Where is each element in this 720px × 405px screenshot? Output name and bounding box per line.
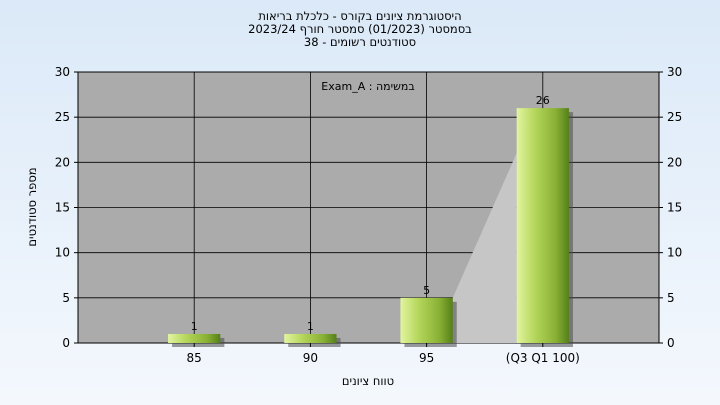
y-tick-label-right: 10 <box>667 246 682 260</box>
bar <box>400 297 453 343</box>
y-tick-label-left: 20 <box>55 155 70 169</box>
x-axis-title: טווח ציונים <box>342 374 394 388</box>
y-tick-label-right: 20 <box>667 155 682 169</box>
title-line-2: בסמסטר (01/2023) סמסטר חורף 2023/24 <box>248 22 472 36</box>
x-tick-label: 90 <box>303 351 318 365</box>
y-tick-label-right: 30 <box>667 65 682 79</box>
y-tick-label-left: 5 <box>62 291 70 305</box>
bar-value-label: 5 <box>423 284 430 297</box>
y-tick-label-left: 25 <box>55 110 70 124</box>
bar <box>516 108 569 343</box>
y-tick-label-left: 15 <box>55 201 70 215</box>
y-tick-label-right: 0 <box>667 336 675 350</box>
chart-annotation: במשימה : Exam_A <box>321 80 414 93</box>
y-tick-label-right: 5 <box>667 291 675 305</box>
y-tick-label-right: 25 <box>667 110 682 124</box>
title-line-1: היסטוגרמת ציונים בקורס - כלכלת בריאות <box>258 9 462 23</box>
bar-value-label: 1 <box>191 320 198 333</box>
y-tick-label-left: 30 <box>55 65 70 79</box>
y-tick-label-left: 0 <box>62 336 70 350</box>
y-tick-label-right: 15 <box>667 201 682 215</box>
bar-value-label: 1 <box>307 320 314 333</box>
y-tick-label-left: 10 <box>55 246 70 260</box>
title-line-3: סטודנטים רשומים - 38 <box>303 35 417 49</box>
bar <box>284 333 337 343</box>
x-tick-label: (Q3 Q1 100) <box>506 351 580 365</box>
chart-title: היסטוגרמת ציונים בקורס - כלכלת בריאות בס… <box>0 10 720 49</box>
y-axis-title: מספר סטודנטים <box>25 167 39 246</box>
bar-backdrop <box>452 153 517 343</box>
bar <box>168 333 221 343</box>
bar-value-label: 26 <box>536 94 550 107</box>
x-tick-label: 85 <box>187 351 202 365</box>
x-tick-label: 95 <box>419 351 434 365</box>
